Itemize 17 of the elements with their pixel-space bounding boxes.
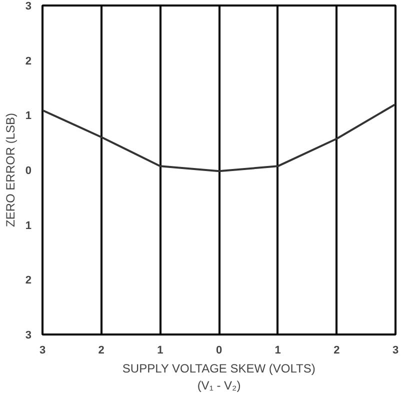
y-axis-title: ZERO ERROR (LSB) (3, 112, 18, 228)
x-tick-label: 2 (334, 344, 340, 356)
y-tick-label: 3 (25, 0, 32, 12)
x-tick-label: 1 (157, 344, 164, 356)
x-axis-title: SUPPLY VOLTAGE SKEW (VOLTS) (V₁ - V₂) (122, 362, 316, 392)
y-tick-label: 1 (25, 220, 32, 232)
y-tick-label: 1 (25, 110, 32, 122)
x-tick-label: 3 (392, 344, 399, 356)
x-tick-label: 3 (39, 344, 46, 356)
y-tick-label: 0 (25, 165, 32, 177)
y-tick-label: 2 (25, 55, 32, 68)
x-tick-label: 2 (98, 344, 104, 356)
x-tick-label: 1 (274, 344, 281, 356)
y-tick-label: 2 (25, 274, 32, 287)
line-series (42, 103, 396, 172)
y-tick-label: 3 (25, 330, 32, 342)
x-tick-label: 0 (216, 344, 222, 356)
